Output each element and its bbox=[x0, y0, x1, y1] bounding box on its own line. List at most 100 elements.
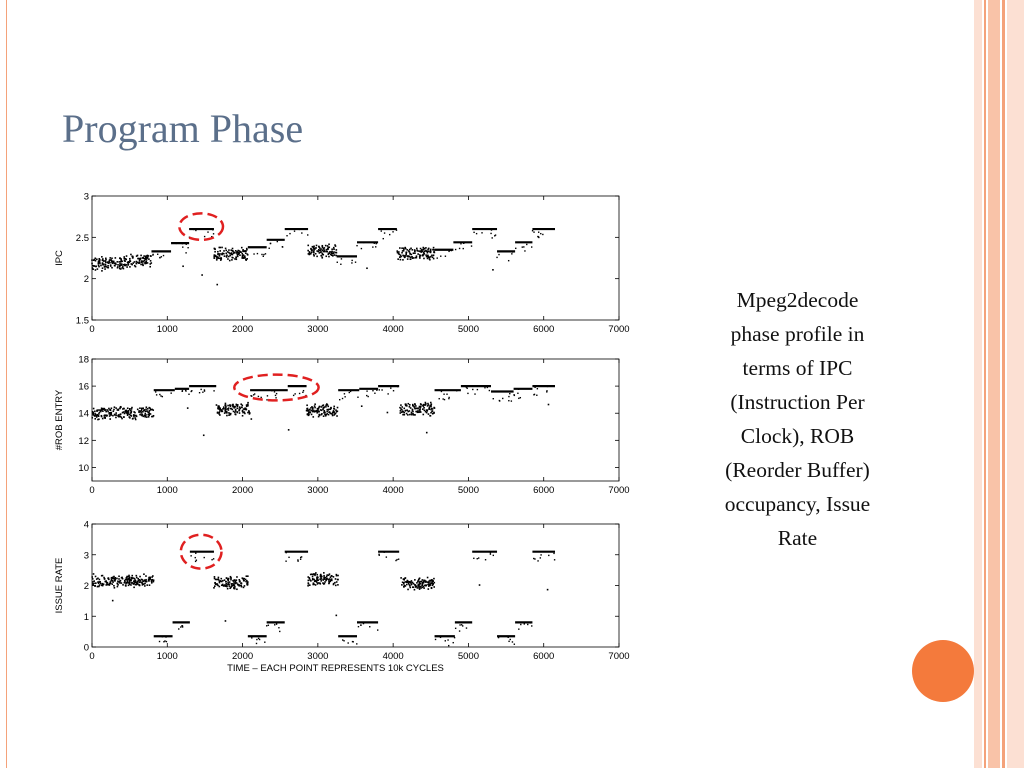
data-point bbox=[408, 404, 411, 406]
data-point bbox=[121, 411, 124, 414]
data-point bbox=[227, 577, 230, 580]
data-point bbox=[343, 640, 345, 642]
data-point bbox=[240, 584, 242, 587]
data-point bbox=[103, 265, 106, 268]
data-point bbox=[150, 582, 153, 584]
data-point bbox=[448, 396, 450, 399]
data-point bbox=[97, 260, 100, 263]
data-point bbox=[413, 249, 416, 251]
data-point bbox=[448, 250, 450, 253]
data-point bbox=[335, 249, 338, 251]
data-point bbox=[427, 254, 429, 257]
data-point bbox=[448, 397, 450, 400]
data-point bbox=[122, 411, 125, 413]
data-point bbox=[128, 408, 131, 410]
data-point bbox=[507, 636, 509, 639]
data-point bbox=[311, 578, 314, 581]
data-point bbox=[324, 411, 326, 414]
data-point bbox=[326, 574, 329, 576]
data-point bbox=[190, 555, 192, 557]
data-point bbox=[220, 259, 222, 261]
data-point bbox=[228, 249, 230, 251]
data-point bbox=[104, 409, 107, 411]
y-tick-label: 1.5 bbox=[76, 316, 89, 327]
data-point bbox=[109, 582, 112, 585]
data-point bbox=[211, 235, 213, 238]
data-point bbox=[319, 409, 322, 411]
data-point bbox=[517, 392, 519, 394]
data-point bbox=[422, 246, 425, 249]
data-point bbox=[409, 258, 412, 261]
data-point bbox=[148, 413, 151, 415]
data-point bbox=[474, 393, 476, 395]
data-point bbox=[226, 254, 228, 257]
x-tick-label: 6000 bbox=[533, 324, 554, 335]
data-point bbox=[383, 232, 386, 234]
data-point bbox=[313, 249, 315, 252]
data-point bbox=[421, 408, 424, 410]
data-point bbox=[137, 577, 140, 580]
data-point bbox=[138, 261, 141, 263]
data-point bbox=[217, 576, 220, 579]
data-point bbox=[91, 416, 94, 419]
data-point bbox=[472, 388, 474, 391]
data-point bbox=[146, 410, 148, 412]
data-point bbox=[120, 263, 123, 265]
data-point bbox=[108, 415, 111, 417]
data-point bbox=[407, 410, 410, 413]
data-point bbox=[130, 578, 132, 581]
data-point bbox=[136, 582, 139, 585]
data-point bbox=[430, 255, 432, 258]
data-point bbox=[426, 576, 429, 579]
data-point bbox=[312, 573, 315, 575]
data-point bbox=[132, 577, 134, 579]
data-point bbox=[352, 641, 354, 643]
data-point bbox=[126, 413, 129, 416]
data-point bbox=[227, 404, 229, 407]
data-point bbox=[226, 414, 228, 417]
data-point bbox=[126, 580, 129, 583]
data-point bbox=[546, 385, 549, 388]
data-point bbox=[121, 417, 123, 420]
data-point bbox=[328, 580, 330, 583]
data-point bbox=[306, 407, 309, 410]
data-point bbox=[415, 255, 418, 257]
data-point bbox=[376, 389, 378, 391]
data-point bbox=[107, 262, 110, 264]
data-point bbox=[458, 630, 461, 632]
data-point bbox=[125, 585, 127, 587]
data-point bbox=[292, 394, 295, 397]
data-point bbox=[511, 251, 514, 253]
outlier-point bbox=[250, 418, 253, 420]
data-point bbox=[145, 408, 147, 411]
data-point bbox=[311, 408, 314, 410]
data-point bbox=[92, 581, 94, 583]
data-point bbox=[95, 416, 98, 418]
data-point bbox=[425, 584, 428, 587]
data-point bbox=[140, 254, 142, 257]
data-point bbox=[117, 414, 120, 416]
data-point bbox=[312, 248, 315, 250]
data-point bbox=[331, 413, 334, 415]
data-point bbox=[413, 257, 415, 259]
data-point bbox=[414, 586, 417, 588]
data-point bbox=[238, 252, 240, 254]
data-point bbox=[318, 414, 321, 416]
data-point bbox=[150, 255, 152, 257]
data-point bbox=[307, 576, 310, 578]
data-point bbox=[328, 243, 330, 246]
data-point bbox=[316, 576, 319, 578]
data-point bbox=[151, 408, 153, 411]
data-point bbox=[462, 625, 464, 627]
data-point bbox=[109, 409, 112, 412]
data-point bbox=[285, 551, 287, 554]
data-point bbox=[325, 578, 327, 581]
data-point bbox=[310, 251, 313, 254]
data-point bbox=[101, 582, 104, 585]
data-point bbox=[138, 262, 141, 264]
x-tick-label: 5000 bbox=[458, 324, 479, 335]
data-point bbox=[377, 629, 379, 631]
data-point bbox=[148, 414, 151, 416]
data-point bbox=[136, 580, 139, 583]
data-point bbox=[262, 255, 264, 258]
